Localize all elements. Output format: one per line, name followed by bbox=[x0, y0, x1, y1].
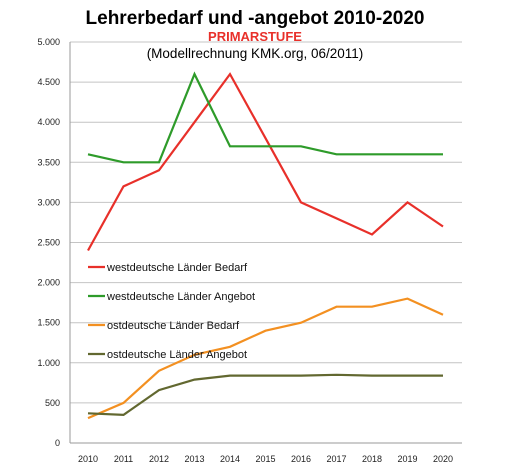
chart-title: Lehrerbedarf und -angebot 2010-2020 bbox=[86, 8, 425, 29]
legend-label: westdeutsche Länder Bedarf bbox=[106, 262, 248, 274]
y-axis-tick-labels: 0 500 1.000 1.500 2.000 2.500 3.000 3.500 4.000 4… bbox=[37, 37, 60, 448]
series-line-ostdeutsche-laender-angebot bbox=[87, 373, 443, 417]
y-tick-label: 4.000 bbox=[37, 117, 60, 127]
legend-label: westdeutsche Länder Angebot bbox=[106, 291, 255, 303]
x-tick-label: 2015 bbox=[255, 454, 275, 464]
y-tick-label: 0 bbox=[55, 438, 60, 448]
x-axis-tick-labels: 2010 2011 2012 2013 2014 2015 2016 2017 2018 2019… bbox=[78, 454, 453, 464]
series-line-ostdeutsche-laender-bedarf bbox=[87, 297, 444, 420]
y-tick-label: 3.500 bbox=[37, 157, 60, 167]
chart-subtitle: PRIMARSTUFE bbox=[208, 29, 302, 44]
x-tick-label: 2016 bbox=[291, 454, 311, 464]
axes bbox=[69, 42, 462, 444]
y-tick-label: 2.000 bbox=[37, 278, 60, 288]
legend-label: ostdeutsche Länder Angebot bbox=[107, 349, 247, 361]
x-tick-label: 2017 bbox=[326, 454, 346, 464]
x-tick-label: 2019 bbox=[397, 454, 417, 464]
series-line-westdeutsche-laender-angebot bbox=[87, 71, 443, 164]
y-tick-label: 5.000 bbox=[37, 37, 60, 47]
y-tick-label: 3.000 bbox=[37, 197, 60, 207]
x-tick-label: 2013 bbox=[184, 454, 204, 464]
y-tick-label: 500 bbox=[45, 398, 60, 408]
x-tick-label: 2010 bbox=[78, 454, 98, 464]
x-tick-label: 2014 bbox=[220, 454, 240, 464]
series-line-westdeutsche-laender-bedarf bbox=[87, 72, 444, 252]
x-tick-label: 2012 bbox=[149, 454, 169, 464]
y-tick-label: 4.500 bbox=[37, 77, 60, 87]
chart-source: (Modellrechnung KMK.org, 06/2011) bbox=[147, 46, 364, 61]
x-tick-label: 2018 bbox=[362, 454, 382, 464]
legend-label: ostdeutsche Länder Bedarf bbox=[107, 320, 240, 332]
y-tick-label: 1.000 bbox=[37, 358, 60, 368]
legend: westdeutsche Länder Bedarf westdeutsche L… bbox=[88, 262, 255, 361]
x-tick-label: 2011 bbox=[114, 454, 133, 464]
gridlines bbox=[70, 41, 462, 404]
series-lines bbox=[87, 71, 444, 420]
x-tick-label: 2020 bbox=[433, 454, 453, 464]
y-tick-label: 1.500 bbox=[37, 318, 60, 328]
y-tick-label: 2.500 bbox=[37, 238, 60, 248]
